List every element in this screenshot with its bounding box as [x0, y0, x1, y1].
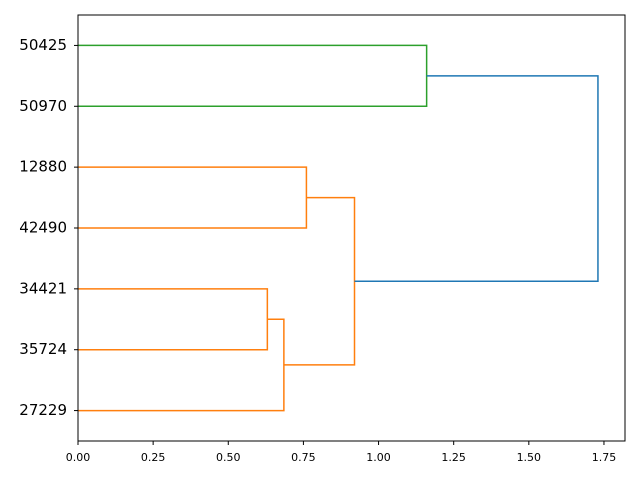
x-tick-label: 0.75	[291, 451, 316, 464]
leaf-label: 12880	[19, 158, 67, 176]
x-tick-label: 1.75	[592, 451, 617, 464]
link	[283, 196, 356, 366]
x-tick-label: 1.00	[366, 451, 391, 464]
link	[354, 75, 599, 282]
leaf-label: 35724	[19, 340, 67, 358]
x-tick-label: 0.50	[216, 451, 241, 464]
link	[78, 318, 285, 412]
leaf-label: 50970	[19, 97, 67, 115]
leaf-label: 27229	[19, 401, 67, 419]
x-tick-label: 0.00	[66, 451, 91, 464]
x-tick-label: 1.25	[441, 451, 466, 464]
x-tick-label: 0.25	[141, 451, 166, 464]
leaf-label: 50425	[19, 36, 67, 54]
axes-frame	[77, 14, 626, 442]
link	[78, 288, 269, 351]
link	[78, 44, 428, 108]
x-tick-label: 1.50	[517, 451, 542, 464]
leaf-label: 34421	[19, 279, 67, 297]
leaf-label: 42490	[19, 219, 67, 237]
